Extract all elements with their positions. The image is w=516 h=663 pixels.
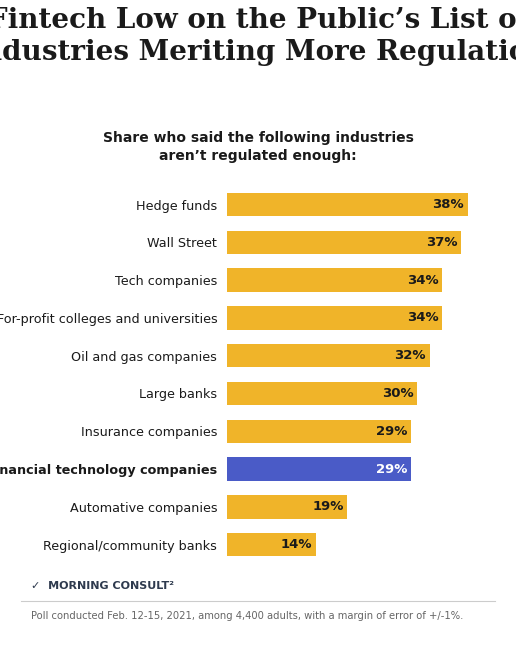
- Bar: [227, 533, 316, 556]
- Text: Share who said the following industries
aren’t regulated enough:: Share who said the following industries …: [103, 131, 413, 163]
- Text: 29%: 29%: [376, 425, 407, 438]
- Bar: [227, 231, 461, 254]
- Bar: [227, 420, 411, 443]
- Text: 34%: 34%: [407, 274, 439, 286]
- Text: 29%: 29%: [376, 463, 407, 475]
- Bar: [227, 193, 467, 216]
- Text: 37%: 37%: [426, 236, 458, 249]
- Bar: [227, 382, 417, 405]
- Text: 34%: 34%: [407, 312, 439, 324]
- Text: 19%: 19%: [312, 501, 344, 513]
- Bar: [227, 344, 430, 367]
- Text: Fintech Low on the Public’s List of
Industries Meriting More Regulation: Fintech Low on the Public’s List of Indu…: [0, 7, 516, 66]
- Text: 14%: 14%: [280, 538, 312, 551]
- Bar: [227, 269, 442, 292]
- Bar: [227, 495, 347, 518]
- Text: 38%: 38%: [432, 198, 464, 211]
- Text: 32%: 32%: [394, 349, 426, 362]
- Text: 30%: 30%: [382, 387, 413, 400]
- Text: Poll conducted Feb. 12-15, 2021, among 4,400 adults, with a margin of error of +: Poll conducted Feb. 12-15, 2021, among 4…: [31, 611, 463, 621]
- Text: ✓  MORNING CONSULT²: ✓ MORNING CONSULT²: [31, 581, 174, 591]
- Bar: [227, 457, 411, 481]
- Bar: [227, 306, 442, 330]
